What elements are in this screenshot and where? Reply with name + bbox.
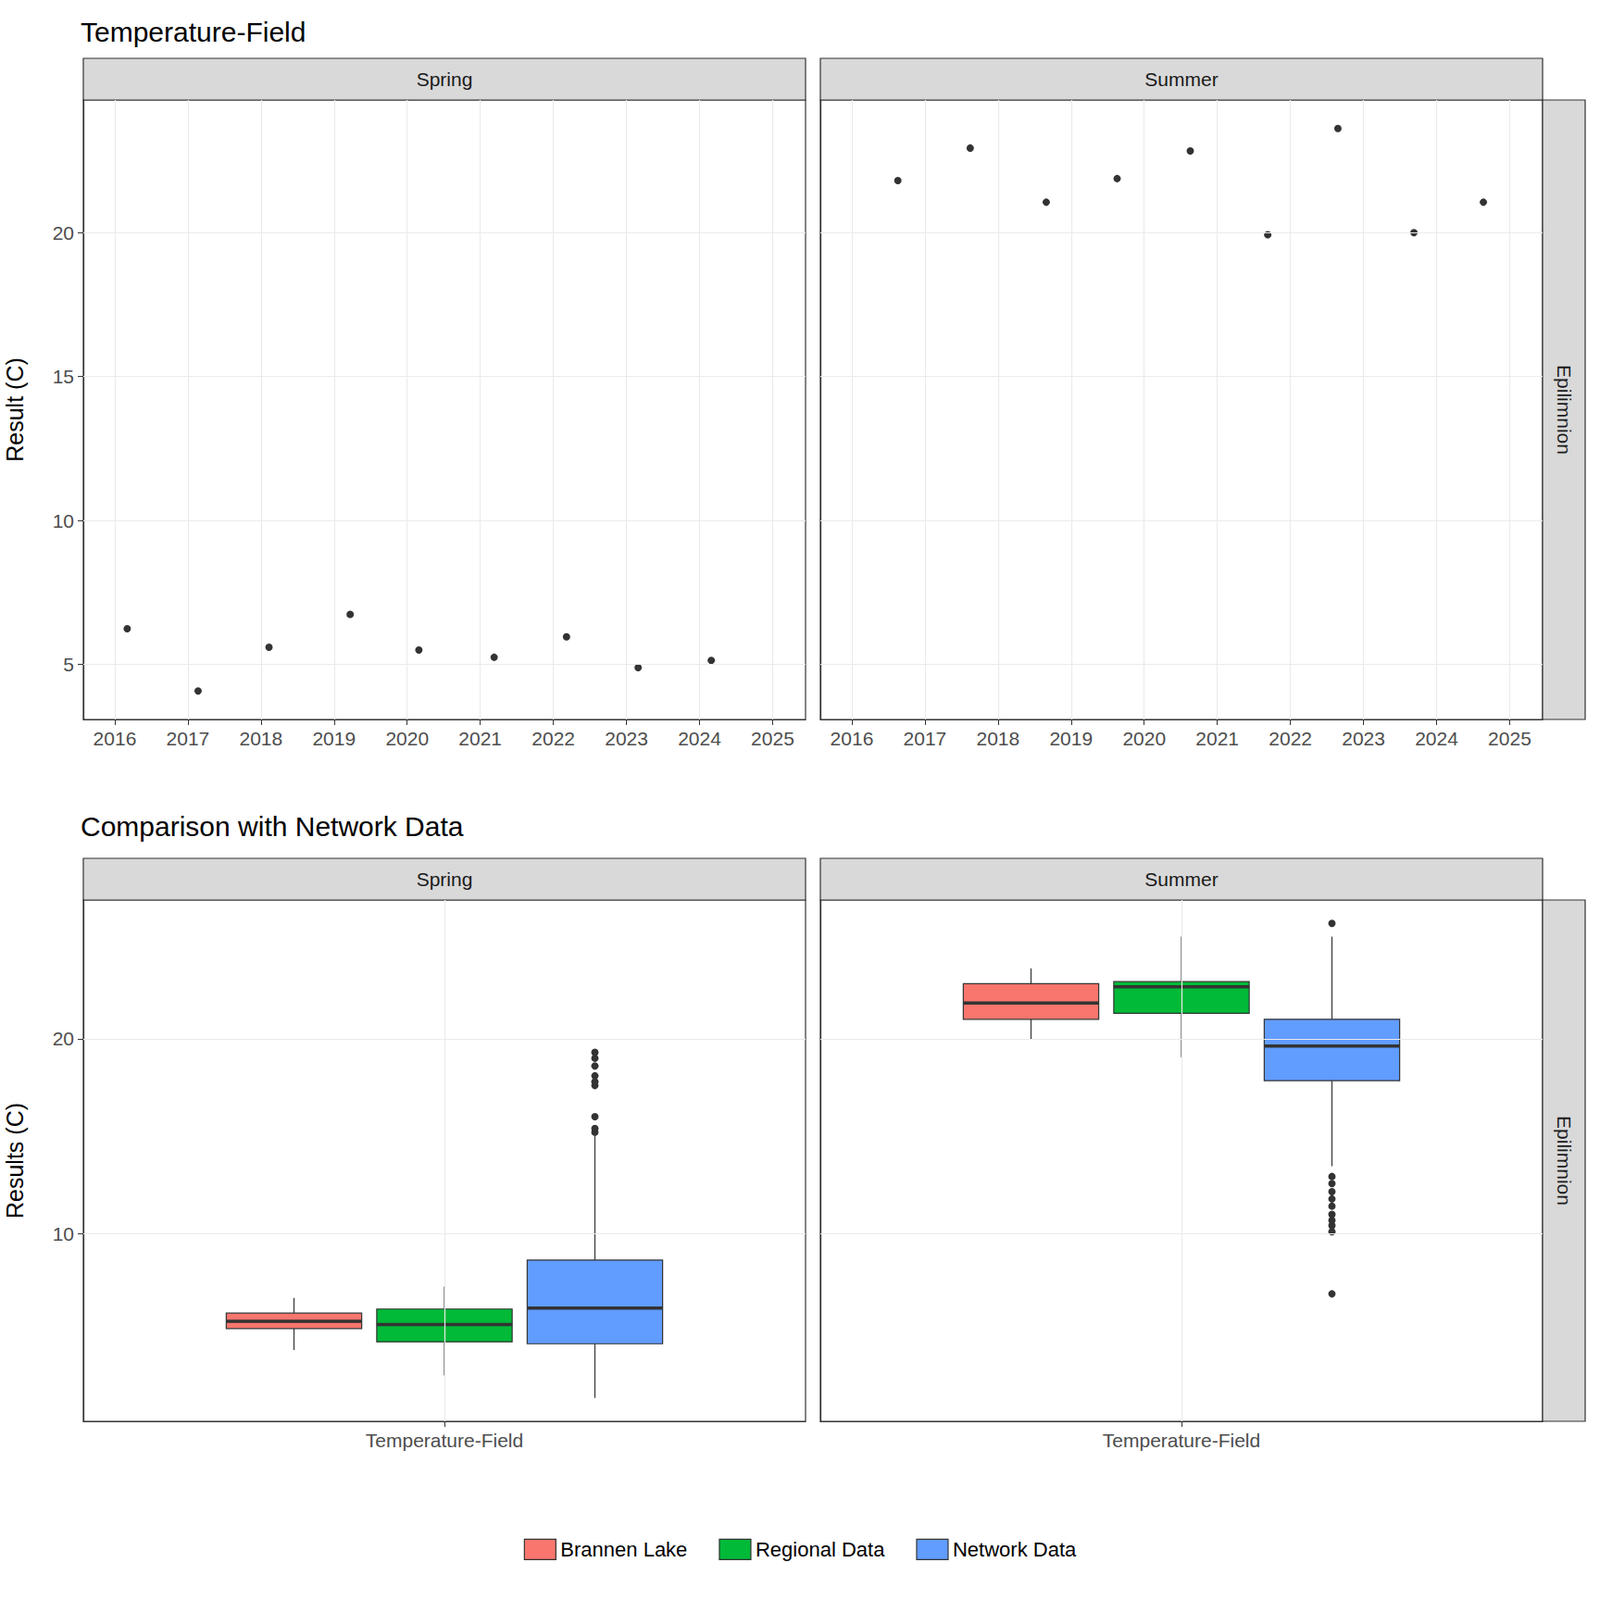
svg-text:10: 10 bbox=[52, 510, 75, 532]
svg-text:2023: 2023 bbox=[604, 727, 649, 750]
svg-text:2023: 2023 bbox=[1341, 727, 1386, 750]
svg-text:2025: 2025 bbox=[750, 727, 795, 750]
svg-text:Spring: Spring bbox=[416, 868, 474, 890]
svg-text:2025: 2025 bbox=[1487, 727, 1532, 750]
svg-text:2024: 2024 bbox=[1414, 727, 1459, 750]
svg-text:Temperature-Field: Temperature-Field bbox=[80, 16, 306, 48]
svg-text:2019: 2019 bbox=[1049, 727, 1093, 750]
svg-text:2022: 2022 bbox=[531, 727, 575, 750]
svg-text:2019: 2019 bbox=[312, 727, 356, 750]
svg-text:5: 5 bbox=[62, 653, 75, 675]
svg-text:2017: 2017 bbox=[166, 727, 211, 750]
svg-text:Spring: Spring bbox=[416, 68, 474, 90]
svg-text:Epilimnion: Epilimnion bbox=[1553, 1115, 1575, 1206]
svg-text:2017: 2017 bbox=[903, 727, 948, 750]
svg-text:20: 20 bbox=[52, 222, 75, 244]
svg-text:Results (C): Results (C) bbox=[1, 1102, 28, 1219]
svg-text:2016: 2016 bbox=[93, 727, 138, 750]
svg-text:Result (C): Result (C) bbox=[1, 357, 28, 463]
svg-text:Summer: Summer bbox=[1144, 868, 1218, 890]
svg-text:15: 15 bbox=[52, 365, 75, 388]
svg-text:2021: 2021 bbox=[458, 727, 502, 750]
svg-text:2021: 2021 bbox=[1195, 727, 1239, 750]
svg-text:Comparison with Network Data: Comparison with Network Data bbox=[80, 811, 464, 842]
svg-text:2018: 2018 bbox=[238, 727, 283, 750]
svg-text:2020: 2020 bbox=[1122, 727, 1166, 750]
svg-text:Epilimnion: Epilimnion bbox=[1553, 364, 1575, 455]
svg-text:Temperature-Field: Temperature-Field bbox=[1102, 1429, 1261, 1451]
svg-text:2024: 2024 bbox=[677, 727, 722, 750]
svg-text:Brannen Lake: Brannen Lake bbox=[560, 1537, 688, 1562]
svg-text:2020: 2020 bbox=[385, 727, 429, 750]
svg-text:Temperature-Field: Temperature-Field bbox=[365, 1429, 524, 1451]
svg-text:Network Data: Network Data bbox=[952, 1537, 1077, 1562]
svg-text:20: 20 bbox=[52, 1027, 75, 1050]
svg-text:Regional Data: Regional Data bbox=[755, 1537, 886, 1562]
svg-text:2018: 2018 bbox=[975, 727, 1020, 750]
svg-text:2016: 2016 bbox=[830, 727, 875, 750]
svg-text:Summer: Summer bbox=[1144, 68, 1218, 90]
svg-text:2022: 2022 bbox=[1268, 727, 1313, 750]
svg-text:10: 10 bbox=[52, 1223, 75, 1245]
